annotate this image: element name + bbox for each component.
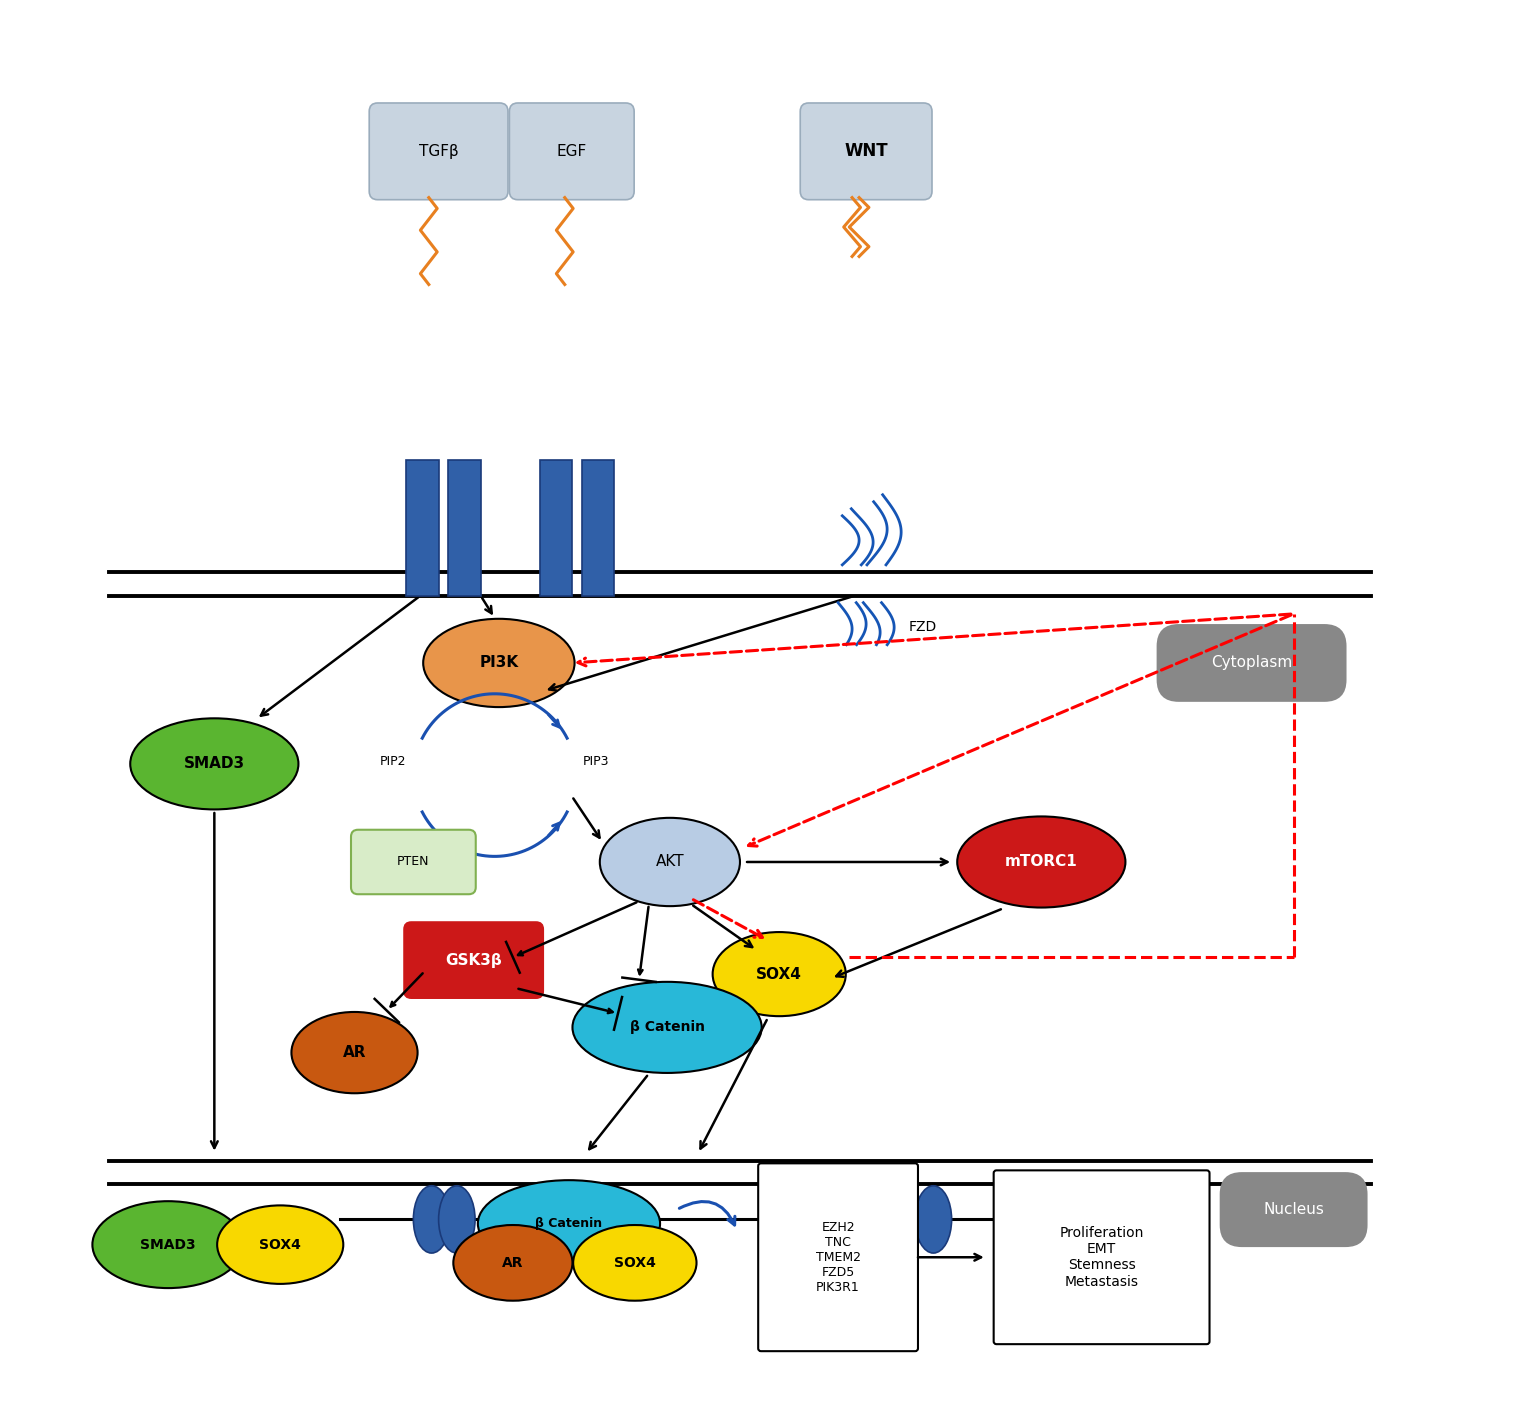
- Ellipse shape: [713, 932, 846, 1017]
- FancyBboxPatch shape: [407, 460, 439, 595]
- Ellipse shape: [439, 1186, 475, 1253]
- Ellipse shape: [292, 1012, 418, 1093]
- Text: SOX4: SOX4: [756, 967, 802, 981]
- Text: AKT: AKT: [656, 854, 684, 870]
- Ellipse shape: [92, 1201, 244, 1289]
- Text: AR: AR: [343, 1045, 366, 1060]
- FancyBboxPatch shape: [994, 1170, 1209, 1344]
- Ellipse shape: [888, 1186, 923, 1253]
- Text: EGF: EGF: [556, 144, 587, 159]
- Text: SOX4: SOX4: [614, 1256, 656, 1270]
- Ellipse shape: [573, 1225, 696, 1300]
- Ellipse shape: [424, 619, 574, 706]
- Ellipse shape: [478, 1180, 660, 1268]
- Text: AR: AR: [502, 1256, 524, 1270]
- Text: mTORC1: mTORC1: [1005, 854, 1078, 870]
- FancyBboxPatch shape: [510, 103, 634, 200]
- FancyBboxPatch shape: [369, 103, 508, 200]
- Ellipse shape: [217, 1206, 343, 1285]
- FancyBboxPatch shape: [582, 460, 614, 595]
- FancyBboxPatch shape: [1158, 625, 1346, 701]
- Text: SMAD3: SMAD3: [184, 756, 244, 771]
- FancyBboxPatch shape: [800, 103, 932, 200]
- Text: β Catenin: β Catenin: [630, 1021, 705, 1035]
- Text: GSK3β: GSK3β: [445, 953, 502, 967]
- Text: SMAD3: SMAD3: [140, 1238, 197, 1252]
- Text: PI3K: PI3K: [479, 656, 519, 670]
- FancyBboxPatch shape: [539, 460, 571, 595]
- Text: Proliferation
EMT
Stemness
Metastasis: Proliferation EMT Stemness Metastasis: [1060, 1225, 1144, 1289]
- Text: FZD: FZD: [908, 619, 937, 633]
- Ellipse shape: [915, 1186, 952, 1253]
- Text: EZH2
TNC
TMEM2
FZD5
PIK3R1: EZH2 TNC TMEM2 FZD5 PIK3R1: [816, 1221, 860, 1294]
- Ellipse shape: [131, 718, 298, 809]
- Text: β Catenin: β Catenin: [536, 1217, 602, 1230]
- Text: Nucleus: Nucleus: [1263, 1203, 1324, 1217]
- Ellipse shape: [573, 981, 762, 1073]
- Text: PIP2: PIP2: [379, 754, 407, 767]
- FancyBboxPatch shape: [1221, 1173, 1367, 1246]
- Ellipse shape: [413, 1186, 450, 1253]
- FancyBboxPatch shape: [404, 922, 544, 998]
- FancyBboxPatch shape: [759, 1163, 919, 1351]
- Ellipse shape: [957, 816, 1126, 908]
- Ellipse shape: [599, 818, 740, 907]
- Text: TGFβ: TGFβ: [419, 144, 458, 159]
- Text: SOX4: SOX4: [260, 1238, 301, 1252]
- FancyBboxPatch shape: [449, 460, 481, 595]
- Text: PTEN: PTEN: [398, 856, 430, 869]
- Text: PIP3: PIP3: [584, 754, 610, 767]
- Text: WNT: WNT: [845, 142, 888, 161]
- FancyBboxPatch shape: [352, 829, 476, 894]
- Ellipse shape: [453, 1225, 573, 1300]
- Text: Cytoplasm: Cytoplasm: [1210, 656, 1292, 670]
